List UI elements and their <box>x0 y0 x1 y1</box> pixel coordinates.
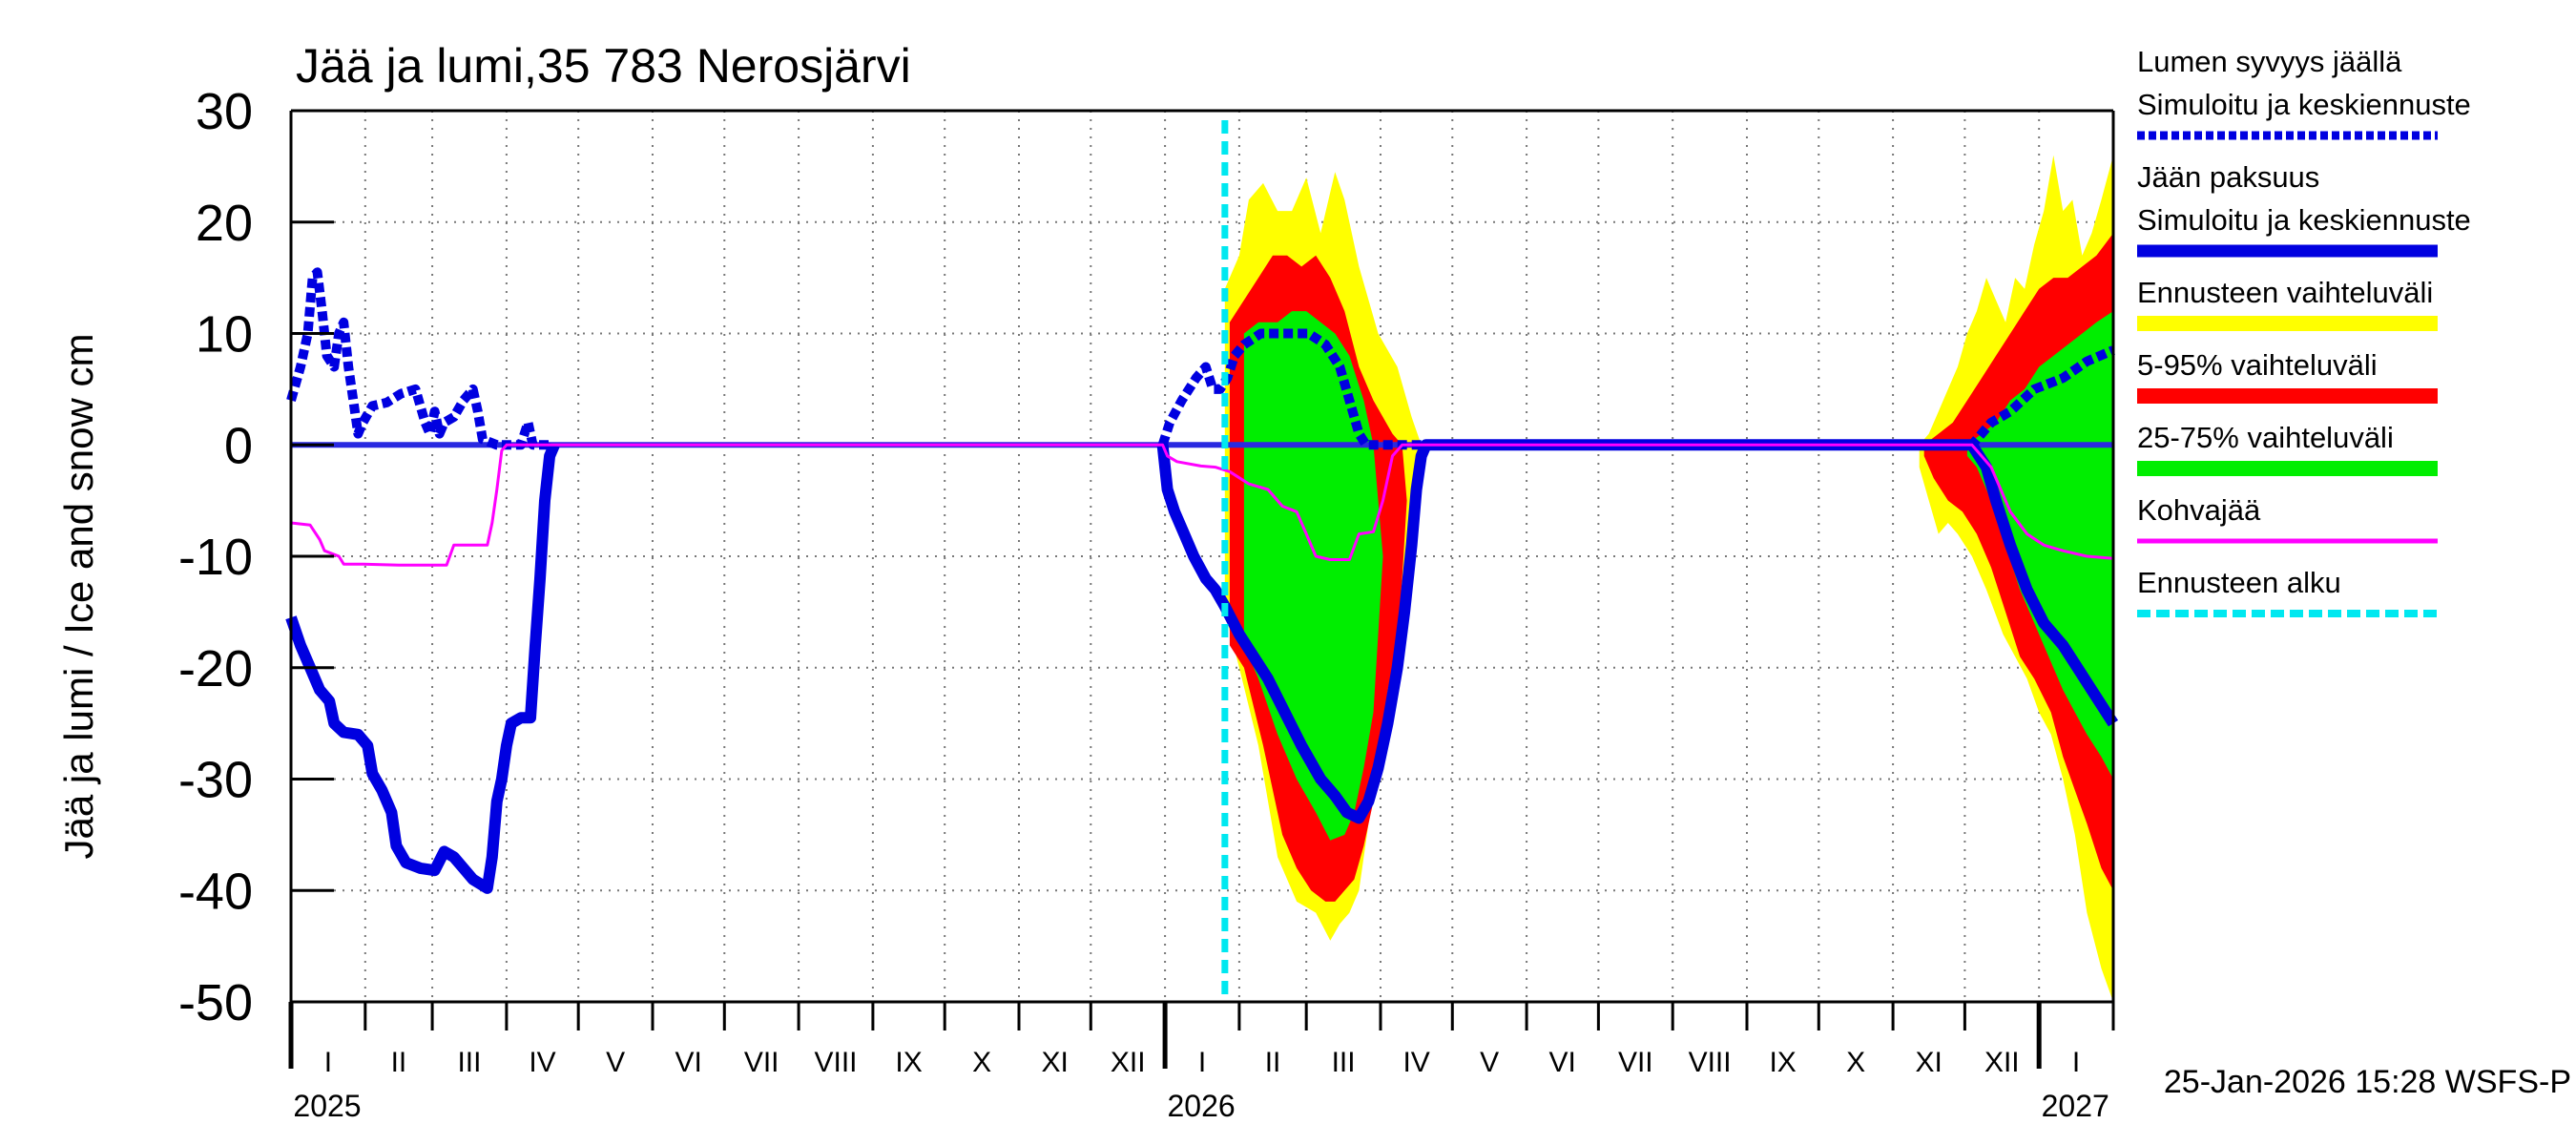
month-label: V <box>1480 1047 1499 1078</box>
month-label: VII <box>1618 1047 1653 1078</box>
month-label: XII <box>1984 1047 2020 1078</box>
footer-timestamp: 25-Jan-2026 15:28 WSFS-P <box>2164 1064 2571 1100</box>
year-label: 2027 <box>2042 1089 2109 1123</box>
y-axis-label: Jää ja lumi / Ice and snow cm <box>56 334 101 860</box>
month-label: II <box>391 1047 407 1078</box>
month-label: XI <box>1916 1047 1942 1078</box>
y-tick-label: -20 <box>178 640 253 697</box>
legend-label: Jään paksuus <box>2137 160 2319 194</box>
month-label: I <box>2072 1047 2080 1078</box>
month-label: X <box>972 1047 991 1078</box>
legend: Lumen syvyys jäällä Simuloitu ja keskienn… <box>2137 45 2471 617</box>
month-label: I <box>324 1047 332 1078</box>
month-label: XI <box>1041 1047 1068 1078</box>
month-label: VIII <box>814 1047 857 1078</box>
legend-label: 5-95% vaihteluväli <box>2137 348 2378 382</box>
y-tick-label: -40 <box>178 863 253 920</box>
month-label: IV <box>529 1047 555 1078</box>
month-label: III <box>457 1047 481 1078</box>
legend-label: Ennusteen vaihteluväli <box>2137 276 2433 309</box>
series-j-n-paksuus-ennuste- <box>1156 439 2119 824</box>
month-label: IX <box>1769 1047 1796 1078</box>
series-kohvaj- <box>290 443 2114 567</box>
legend-label: Lumen syvyys jäällä <box>2137 45 2402 78</box>
y-tick-label: 20 <box>196 195 253 252</box>
y-tick-label: 30 <box>196 83 253 140</box>
series-j-n-paksuus-sim- <box>285 442 560 894</box>
year-label: 2025 <box>293 1089 361 1123</box>
month-label: III <box>1332 1047 1356 1078</box>
month-label: I <box>1198 1047 1206 1078</box>
year-label: 2026 <box>1168 1089 1236 1123</box>
data-series <box>285 120 2119 1002</box>
month-label: VI <box>1549 1047 1576 1078</box>
y-tick-label: 0 <box>224 417 253 474</box>
month-label: II <box>1265 1047 1281 1078</box>
y-tick-label: -30 <box>178 752 253 809</box>
legend-label: 25-75% vaihteluväli <box>2137 421 2394 454</box>
y-tick-label: 10 <box>196 306 253 364</box>
legend-label: Simuloitu ja keskiennuste <box>2137 203 2471 237</box>
chart-title: Jää ja lumi,35 783 Nerosjärvi <box>296 39 911 93</box>
legend-label: Kohvajää <box>2137 493 2261 527</box>
month-label: VII <box>744 1047 779 1078</box>
legend-label: Simuloitu ja keskiennuste <box>2137 88 2471 121</box>
series-lumen-syvyys-j-ll-ennuste- <box>1157 328 2115 450</box>
month-label: VIII <box>1689 1047 1732 1078</box>
month-label: XII <box>1111 1047 1146 1078</box>
month-label: X <box>1846 1047 1865 1078</box>
y-tick-label: -50 <box>178 974 253 1031</box>
month-label: IV <box>1402 1047 1429 1078</box>
month-label: VI <box>675 1047 701 1078</box>
legend-label: Ennusteen alku <box>2137 566 2341 599</box>
month-label: IX <box>895 1047 922 1078</box>
y-tick-label: -10 <box>178 529 253 586</box>
month-label: V <box>606 1047 625 1078</box>
